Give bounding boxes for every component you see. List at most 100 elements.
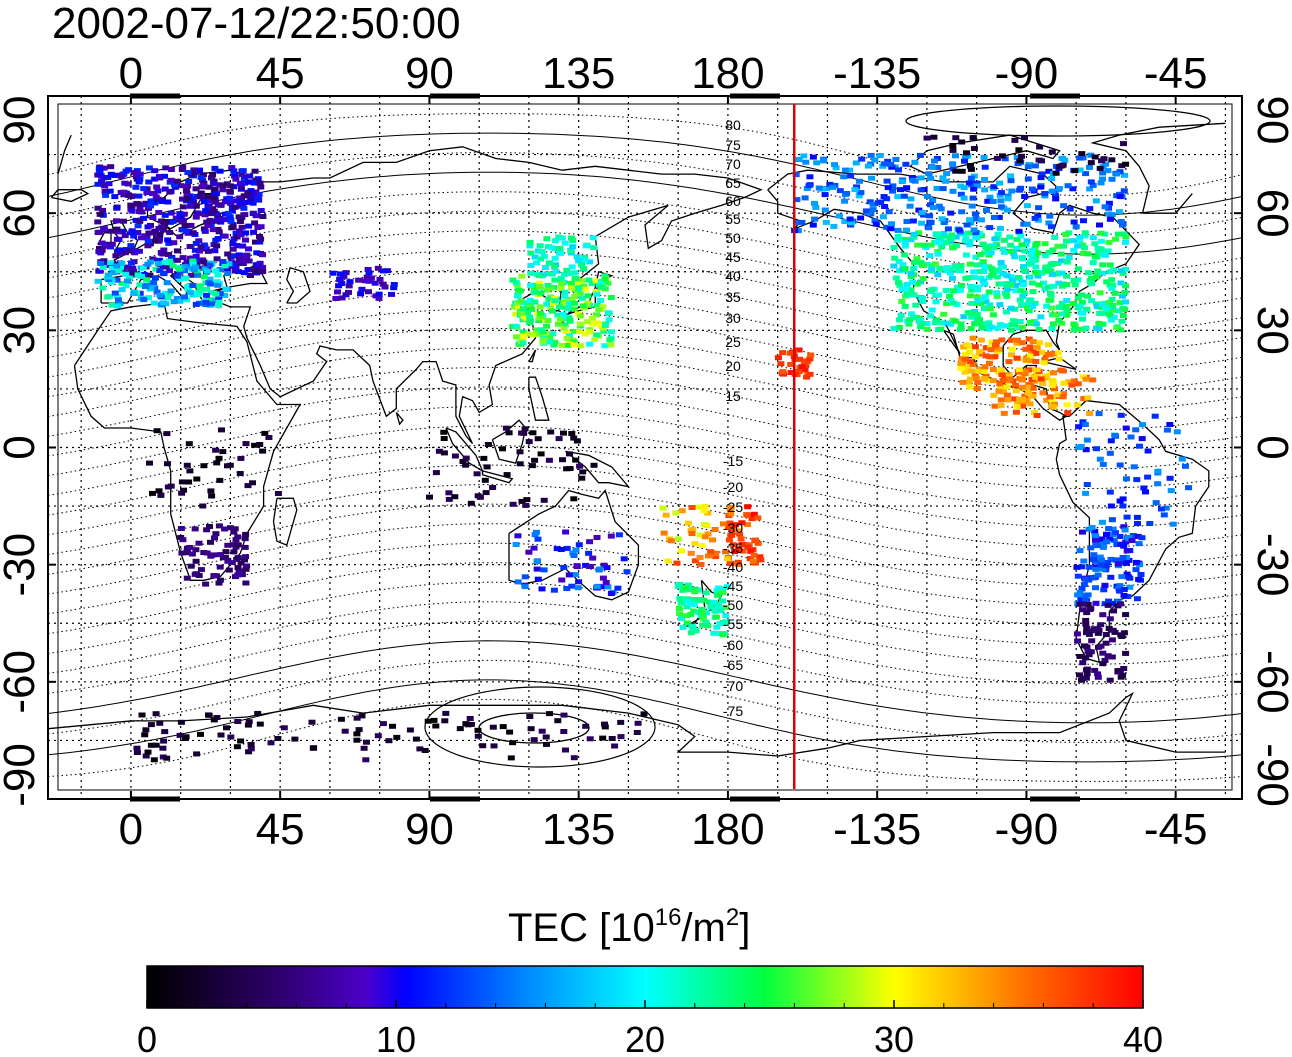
tec-point xyxy=(593,278,601,284)
tec-point xyxy=(1037,376,1045,382)
tec-point xyxy=(203,527,211,533)
tec-point xyxy=(363,274,371,280)
tec-point xyxy=(1018,377,1026,383)
tec-point xyxy=(1094,674,1102,680)
tec-point xyxy=(676,596,684,602)
tec-point xyxy=(144,224,152,230)
tec-point xyxy=(115,268,123,274)
geomag-contour xyxy=(48,132,1242,216)
tec-point xyxy=(568,583,576,589)
tec-point xyxy=(1086,164,1093,170)
tec-point xyxy=(130,233,138,239)
tec-point xyxy=(1041,253,1049,259)
tec-point xyxy=(548,271,556,277)
tec-point xyxy=(1086,411,1094,416)
tec-point xyxy=(1019,384,1027,390)
tec-point xyxy=(1083,307,1091,313)
tec-point xyxy=(247,273,254,278)
tec-point xyxy=(251,220,259,226)
tec-point xyxy=(1009,318,1017,324)
tec-point xyxy=(887,226,895,232)
tec-point xyxy=(527,282,535,288)
tec-point xyxy=(358,286,366,292)
tec-point xyxy=(416,746,424,752)
tec-point xyxy=(1117,280,1125,286)
tec-point xyxy=(1120,666,1128,671)
tec-point xyxy=(167,210,175,216)
tec-point xyxy=(552,238,560,244)
tec-point xyxy=(529,430,537,436)
tec-point xyxy=(1071,323,1079,329)
tec-point xyxy=(987,324,995,330)
tec-point xyxy=(584,293,592,299)
tec-point xyxy=(206,524,213,529)
tec-point xyxy=(1082,376,1090,382)
tec-point xyxy=(267,740,275,746)
tec-point xyxy=(1043,303,1051,309)
tec-point xyxy=(221,233,229,239)
tec-point xyxy=(1146,521,1154,526)
tec-point xyxy=(722,549,730,555)
tec-point xyxy=(1018,242,1026,248)
tec-point xyxy=(925,225,933,231)
tec-point xyxy=(934,251,942,257)
tec-point xyxy=(673,560,681,566)
colorbar-tick-label: 30 xyxy=(874,1019,914,1057)
tec-point xyxy=(1021,393,1029,399)
tec-point xyxy=(117,264,125,270)
tec-point xyxy=(1013,399,1021,405)
tec-point xyxy=(727,560,735,566)
tec-point xyxy=(1118,318,1126,324)
tec-point xyxy=(1058,300,1066,306)
tec-point xyxy=(1003,392,1011,398)
lat-label-left: -60 xyxy=(0,650,44,714)
tec-point xyxy=(1128,538,1136,544)
tec-point xyxy=(1107,317,1115,323)
tec-point xyxy=(722,619,730,625)
tec-point xyxy=(940,230,948,236)
tec-point xyxy=(222,199,229,205)
tec-point xyxy=(943,265,951,271)
tec-point xyxy=(570,435,578,441)
tec-point xyxy=(1124,535,1132,540)
tec-point xyxy=(157,218,165,224)
tec-point xyxy=(111,290,119,296)
tec-point xyxy=(700,508,708,514)
tec-point xyxy=(1089,235,1097,241)
tec-point xyxy=(1065,255,1073,260)
tec-point xyxy=(607,591,615,596)
tec-point xyxy=(992,342,999,348)
tec-point xyxy=(136,176,144,182)
geomag-label: -55 xyxy=(723,616,743,632)
tec-point xyxy=(489,485,497,490)
tec-point xyxy=(1012,388,1020,394)
tec-point xyxy=(209,172,217,178)
tec-point xyxy=(593,302,601,308)
tec-point xyxy=(1080,558,1088,564)
tec-point xyxy=(474,727,482,733)
tec-point xyxy=(743,512,751,518)
tec-point xyxy=(966,349,973,355)
tec-point xyxy=(527,726,535,732)
tec-point xyxy=(527,250,535,256)
tec-point xyxy=(1076,672,1083,678)
tec-point xyxy=(207,297,215,303)
tec-point xyxy=(537,451,545,457)
tec-point xyxy=(1058,270,1066,276)
tec-point xyxy=(201,228,209,234)
tec-point xyxy=(1100,587,1108,593)
tec-point xyxy=(1122,161,1130,167)
tec-point xyxy=(150,757,158,763)
tec-point xyxy=(208,175,215,181)
tec-point xyxy=(1099,170,1107,176)
tec-point xyxy=(962,275,970,281)
tec-point xyxy=(254,710,262,716)
tec-point xyxy=(1117,541,1125,547)
tec-point xyxy=(198,211,206,217)
tec-point xyxy=(981,187,989,193)
tec-point xyxy=(600,328,608,334)
tec-point xyxy=(560,430,567,436)
tec-point xyxy=(250,229,258,235)
tec-point xyxy=(906,203,914,209)
tec-point xyxy=(177,719,185,725)
